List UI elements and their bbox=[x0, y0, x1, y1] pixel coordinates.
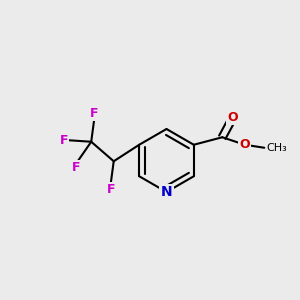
Text: F: F bbox=[60, 134, 68, 147]
Text: N: N bbox=[161, 185, 172, 199]
Text: F: F bbox=[90, 107, 98, 120]
Text: O: O bbox=[239, 138, 250, 151]
Text: F: F bbox=[106, 183, 115, 196]
Text: CH₃: CH₃ bbox=[267, 143, 287, 153]
Text: O: O bbox=[227, 111, 238, 124]
Text: F: F bbox=[72, 161, 80, 174]
